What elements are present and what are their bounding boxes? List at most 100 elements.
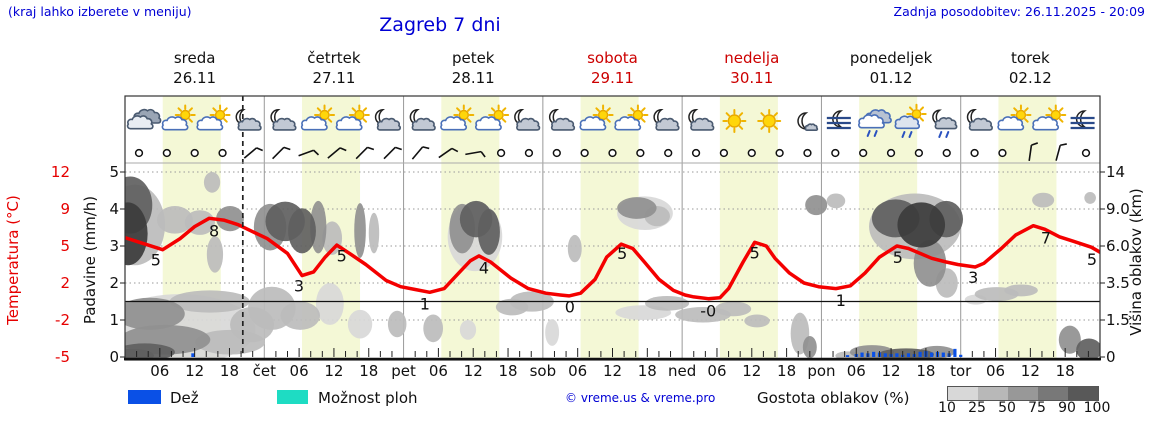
showers-legend-label: Možnost ploh	[318, 389, 418, 407]
sun-disc	[458, 109, 470, 121]
rain-bar	[918, 351, 922, 357]
wind-barb-shaft	[1055, 145, 1061, 161]
temp-axis-tick: 5	[60, 237, 70, 255]
km-axis-tick: 3.5	[1106, 274, 1130, 292]
hour-label: 18	[359, 362, 378, 380]
rain-bar	[895, 353, 899, 357]
moon-cloud-rain-icon	[932, 109, 958, 138]
moon-fog-icon	[1070, 110, 1095, 130]
sun-disc	[1050, 109, 1061, 121]
wind-barb-shaft	[411, 146, 424, 160]
hour-label: 06	[290, 362, 309, 380]
sun-ray	[760, 112, 765, 117]
sun-disc	[1015, 109, 1027, 121]
sun-ray	[738, 125, 744, 130]
wind-barb-symbol	[383, 146, 402, 160]
wind-barb-symbol	[272, 146, 291, 160]
day-abbrev-label: ned	[668, 362, 696, 380]
wind-barb-shaft	[383, 146, 396, 160]
temp-value-label: 0	[565, 297, 575, 316]
wind-calm-symbol	[886, 148, 896, 158]
wind-calm-symbol	[636, 148, 645, 158]
temp-axis-tick: -5	[55, 348, 70, 366]
cloud-blob	[913, 239, 947, 287]
hour-label: 12	[324, 362, 343, 380]
wind-calm-symbol	[803, 148, 812, 158]
sun-cloud-icon	[161, 104, 196, 131]
sun-ray	[1048, 107, 1053, 112]
precip-axis-tick: 2	[109, 274, 119, 292]
wind-barb-shaft	[1028, 144, 1033, 162]
sun-disc	[214, 109, 226, 121]
sun-disc	[319, 109, 330, 121]
sun-ray	[456, 107, 461, 112]
cloud-shape	[196, 116, 224, 131]
legend-row: Dež Možnost ploh © vreme.us & vreme.pro …	[0, 386, 1152, 434]
temp-value-label: 7	[1041, 228, 1051, 247]
day-name: sobota	[587, 49, 638, 67]
rain-legend-swatch	[128, 390, 161, 404]
rain-bar	[872, 351, 876, 357]
moon-cloud-icon	[548, 109, 576, 131]
cloud-shape	[997, 116, 1025, 131]
cloud-shape	[300, 116, 328, 131]
day-name: petek	[452, 49, 495, 67]
wind-barb-shaft	[355, 146, 369, 160]
sun-disc	[180, 109, 191, 121]
hour-label: 18	[638, 362, 657, 380]
sun-cloud-icon	[196, 104, 231, 131]
wind-barb-tick	[283, 146, 291, 151]
temp-axis-tick: 9	[60, 200, 70, 218]
day-abbrev-label: tor	[950, 362, 972, 380]
sun-ray	[606, 107, 611, 112]
hour-label: 18	[498, 362, 517, 380]
day-name: sreda	[174, 49, 216, 67]
hour-label: 18	[1056, 362, 1075, 380]
moon-cloud-icon	[374, 109, 401, 131]
copyright-link[interactable]: © vreme.us & vreme.pro	[565, 391, 716, 405]
wind-calm-symbol	[914, 148, 924, 158]
temp-value-label: 3	[968, 268, 978, 287]
density-scale-segment	[948, 387, 978, 400]
wind-barb-shaft	[327, 147, 341, 159]
hour-label: 06	[429, 362, 448, 380]
cloud-layer	[125, 172, 1100, 360]
rain-bar	[906, 353, 911, 357]
wind-calm-symbol	[496, 148, 506, 158]
cloud-blob	[368, 212, 380, 254]
cloud-blob	[744, 314, 770, 328]
day-name: četrtek	[307, 49, 361, 67]
rain-bar	[845, 355, 850, 357]
wind-barb-tick	[1060, 143, 1067, 147]
sun-disc	[632, 109, 644, 121]
wind-calm-symbol	[664, 148, 673, 158]
moon-fog-icon	[826, 110, 851, 130]
density-scale-tick: 10	[938, 400, 956, 416]
km-axis-tick: 0	[1106, 348, 1116, 366]
wind-barb-symbol	[355, 146, 375, 160]
hour-label: 06	[986, 362, 1005, 380]
wind-calm-symbol	[970, 148, 979, 158]
rain-bar	[941, 352, 945, 357]
sun-cloud-rain-icon	[894, 103, 927, 138]
hour-label: 12	[882, 362, 901, 380]
sun-cloud-icon	[335, 104, 370, 131]
cloud-shape	[475, 116, 502, 131]
sun-ray	[908, 106, 914, 111]
sun-ray	[725, 112, 731, 117]
km-axis-tick: 6.0	[1106, 237, 1130, 255]
temp-value-label: 5	[750, 243, 760, 262]
sun-ray	[467, 107, 472, 112]
cloud-blob	[645, 295, 690, 311]
sun-ray	[1024, 118, 1029, 123]
wind-barb-symbol	[1028, 142, 1039, 162]
density-scale-tick: 90	[1058, 400, 1076, 416]
hour-label: 18	[916, 362, 935, 380]
cloud-density-scale	[947, 386, 1099, 401]
precip-axis-tick: 0	[109, 348, 119, 366]
rain-mark	[866, 130, 871, 137]
sun-ray	[351, 107, 357, 112]
temp-value-label: 5	[337, 247, 347, 266]
sun-ray	[919, 106, 924, 111]
